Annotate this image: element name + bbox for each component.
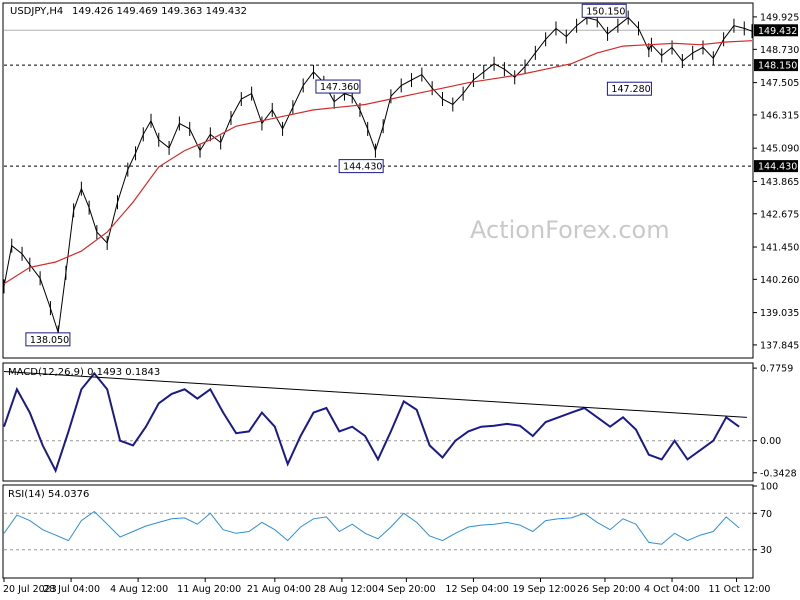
x-tick-label: 11 Oct 12:00 (709, 584, 771, 595)
rsi-title: RSI(14) 54.0376 (8, 489, 89, 500)
level-tag (754, 59, 798, 72)
price-y-tick-label: 146.315 (760, 110, 799, 121)
macd-line (3, 371, 740, 474)
price-y-tick-label: 149.925 (760, 12, 799, 23)
macd-panel-frame (2, 362, 754, 482)
x-tick-label: 28 Aug 12:00 (314, 584, 378, 595)
price-panel-frame (2, 2, 754, 359)
macd-title: MACD(12,26,9) 0.1493 0.1843 (8, 367, 160, 378)
x-tick-label: 4 Sep 20:00 (378, 584, 435, 595)
rsi-panel: 100 70 30 (3, 482, 778, 556)
price-y-tick-label: 137.845 (760, 340, 799, 351)
macd-y-tick-label: 0.00 (760, 436, 781, 447)
rsi-y-tick-label: 30 (760, 545, 772, 556)
level-tag (754, 160, 798, 173)
price-y-tick-label: 145.090 (760, 144, 799, 155)
annotation-label: 147.280 (611, 84, 650, 95)
price-y-tick-label: 140.260 (760, 275, 799, 286)
annotation-box (315, 79, 361, 94)
annotation-label: 147.360 (320, 82, 359, 93)
x-tick-label: 12 Sep 04:00 (445, 584, 508, 595)
annotation-label: 144.430 (343, 162, 382, 173)
current-price-label: 149.432 (758, 26, 797, 37)
x-tick-label: 26 Sep 20:00 (577, 584, 640, 595)
price-title: USDJPY,H4 (10, 6, 63, 17)
price-y-tick-label: 147.505 (760, 78, 799, 89)
price-panel: 149.925 148.730 147.505 146.315 145.090 143.8… (3, 3, 799, 351)
x-tick-label: 11 Aug 20:00 (177, 584, 241, 595)
moving-average-line (3, 40, 753, 285)
current-price-tag (754, 24, 798, 37)
x-tick-label: 20 Jul 2023 (3, 584, 57, 595)
macd-trendline (3, 370, 747, 418)
annotation-label: 138.050 (30, 335, 69, 346)
x-tick-label: 4 Aug 12:00 (110, 584, 168, 595)
rsi-panel-frame (2, 484, 754, 579)
price-y-tick-label: 143.865 (760, 177, 799, 188)
rsi-y-tick-label: 100 (760, 482, 778, 493)
rsi-y-tick-label: 70 (760, 509, 772, 520)
macd-panel: 0.7759 0.00 -0.3428 (3, 364, 797, 479)
x-tick-label: 21 Aug 04:00 (247, 584, 311, 595)
rsi-line (3, 510, 740, 545)
price-y-tick-label: 141.450 (760, 243, 799, 254)
price-y-tick-label: 139.035 (760, 308, 799, 319)
price-y-tick-label: 148.730 (760, 45, 799, 56)
annotation-box (25, 332, 71, 347)
x-tick-label: 19 Sep 12:00 (512, 584, 575, 595)
level-label: 148.150 (758, 61, 797, 72)
annotation-box (581, 3, 627, 18)
annotation-label: 150.150 (586, 6, 625, 17)
macd-y-tick-label: 0.7759 (760, 364, 793, 375)
watermark: ActionForex.com (470, 216, 670, 244)
price-y-tick-label: 142.675 (760, 209, 799, 220)
annotation-box (338, 159, 384, 174)
macd-y-tick-label: -0.3428 (760, 468, 797, 479)
ohlc-readout: 149.426 149.469 149.363 149.432 (72, 6, 247, 17)
x-tick-label: 28 Jul 04:00 (43, 584, 100, 595)
x-tick-label: 4 Oct 04:00 (644, 584, 700, 595)
annotation-box (606, 81, 652, 96)
level-label: 144.430 (758, 162, 797, 173)
